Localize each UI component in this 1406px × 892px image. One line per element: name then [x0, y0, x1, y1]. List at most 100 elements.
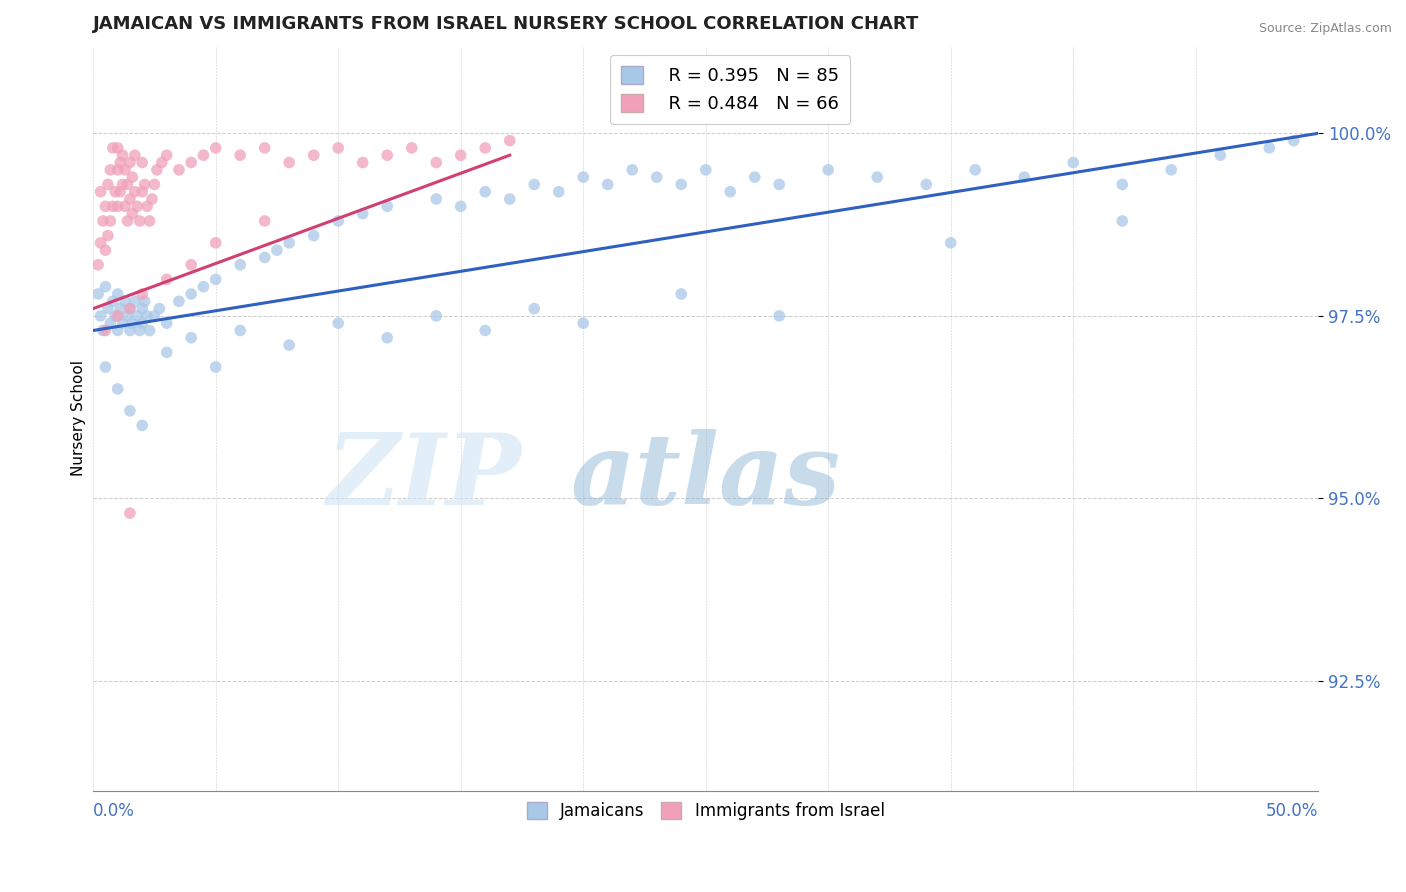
- Point: [352, 207, 374, 221]
- Point: [118, 301, 141, 316]
- Point: [148, 301, 170, 316]
- Point: [108, 155, 131, 169]
- Point: [131, 316, 153, 330]
- Point: [253, 214, 276, 228]
- Point: [278, 235, 301, 250]
- Point: [425, 192, 447, 206]
- Point: [572, 170, 595, 185]
- Point: [499, 134, 522, 148]
- Point: [91, 214, 114, 228]
- Point: [817, 162, 839, 177]
- Point: [180, 258, 202, 272]
- Point: [1282, 134, 1305, 148]
- Point: [401, 141, 423, 155]
- Point: [1111, 178, 1133, 192]
- Text: atlas: atlas: [571, 429, 841, 526]
- Point: [156, 316, 179, 330]
- Point: [180, 287, 202, 301]
- Point: [302, 228, 325, 243]
- Point: [118, 404, 141, 418]
- Point: [124, 148, 146, 162]
- Point: [117, 214, 139, 228]
- Point: [695, 162, 717, 177]
- Point: [328, 316, 350, 330]
- Point: [131, 185, 153, 199]
- Point: [97, 178, 120, 192]
- Point: [107, 309, 129, 323]
- Point: [118, 155, 141, 169]
- Point: [474, 324, 496, 338]
- Point: [131, 301, 153, 316]
- Point: [146, 162, 169, 177]
- Point: [117, 178, 139, 192]
- Point: [87, 287, 110, 301]
- Point: [108, 301, 131, 316]
- Point: [167, 162, 190, 177]
- Point: [1258, 141, 1281, 155]
- Point: [425, 155, 447, 169]
- Point: [229, 258, 252, 272]
- Y-axis label: Nursery School: Nursery School: [72, 360, 86, 476]
- Point: [229, 324, 252, 338]
- Point: [121, 170, 143, 185]
- Point: [94, 199, 117, 213]
- Point: [117, 309, 139, 323]
- Point: [90, 235, 112, 250]
- Point: [111, 316, 134, 330]
- Point: [523, 178, 546, 192]
- Point: [915, 178, 938, 192]
- Point: [114, 294, 136, 309]
- Point: [645, 170, 668, 185]
- Point: [671, 287, 693, 301]
- Point: [131, 155, 153, 169]
- Point: [98, 162, 121, 177]
- Point: [266, 243, 288, 257]
- Point: [474, 185, 496, 199]
- Point: [101, 294, 124, 309]
- Point: [107, 382, 129, 396]
- Point: [128, 324, 150, 338]
- Point: [375, 331, 398, 345]
- Point: [134, 294, 156, 309]
- Text: ZIP: ZIP: [326, 429, 522, 526]
- Point: [450, 199, 472, 213]
- Text: 50.0%: 50.0%: [1265, 802, 1319, 820]
- Point: [94, 279, 117, 293]
- Point: [143, 309, 166, 323]
- Point: [87, 258, 110, 272]
- Point: [328, 141, 350, 155]
- Point: [150, 155, 173, 169]
- Point: [128, 214, 150, 228]
- Point: [124, 185, 146, 199]
- Point: [131, 418, 153, 433]
- Point: [671, 178, 693, 192]
- Point: [425, 309, 447, 323]
- Point: [134, 178, 156, 192]
- Point: [718, 185, 741, 199]
- Point: [98, 316, 121, 330]
- Point: [107, 162, 129, 177]
- Point: [121, 207, 143, 221]
- Point: [136, 199, 159, 213]
- Point: [114, 162, 136, 177]
- Point: [101, 199, 124, 213]
- Point: [97, 228, 120, 243]
- Point: [118, 324, 141, 338]
- Point: [253, 251, 276, 265]
- Point: [156, 345, 179, 359]
- Point: [136, 309, 159, 323]
- Point: [768, 178, 790, 192]
- Point: [131, 287, 153, 301]
- Point: [375, 199, 398, 213]
- Point: [375, 148, 398, 162]
- Point: [156, 272, 179, 286]
- Point: [90, 309, 112, 323]
- Point: [111, 178, 134, 192]
- Point: [90, 185, 112, 199]
- Point: [768, 309, 790, 323]
- Point: [278, 338, 301, 352]
- Point: [1012, 170, 1035, 185]
- Point: [1111, 214, 1133, 228]
- Point: [94, 243, 117, 257]
- Point: [94, 359, 117, 374]
